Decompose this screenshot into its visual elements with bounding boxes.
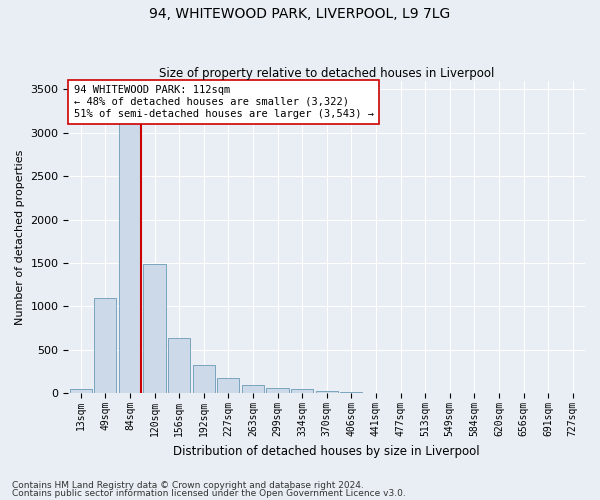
- Text: Contains HM Land Registry data © Crown copyright and database right 2024.: Contains HM Land Registry data © Crown c…: [12, 480, 364, 490]
- Bar: [291, 390, 313, 394]
- Bar: [143, 264, 166, 394]
- Bar: [193, 364, 215, 394]
- Text: 94 WHITEWOOD PARK: 112sqm
← 48% of detached houses are smaller (3,322)
51% of se: 94 WHITEWOOD PARK: 112sqm ← 48% of detac…: [74, 86, 374, 118]
- Bar: [266, 388, 289, 394]
- Bar: [340, 392, 362, 394]
- X-axis label: Distribution of detached houses by size in Liverpool: Distribution of detached houses by size …: [173, 444, 480, 458]
- Bar: [94, 298, 116, 394]
- Bar: [316, 390, 338, 394]
- Bar: [242, 385, 264, 394]
- Bar: [168, 338, 190, 394]
- Bar: [217, 378, 239, 394]
- Text: Contains public sector information licensed under the Open Government Licence v3: Contains public sector information licen…: [12, 489, 406, 498]
- Bar: [70, 389, 92, 394]
- Bar: [119, 105, 141, 394]
- Y-axis label: Number of detached properties: Number of detached properties: [15, 150, 25, 324]
- Title: Size of property relative to detached houses in Liverpool: Size of property relative to detached ho…: [159, 66, 494, 80]
- Text: 94, WHITEWOOD PARK, LIVERPOOL, L9 7LG: 94, WHITEWOOD PARK, LIVERPOOL, L9 7LG: [149, 8, 451, 22]
